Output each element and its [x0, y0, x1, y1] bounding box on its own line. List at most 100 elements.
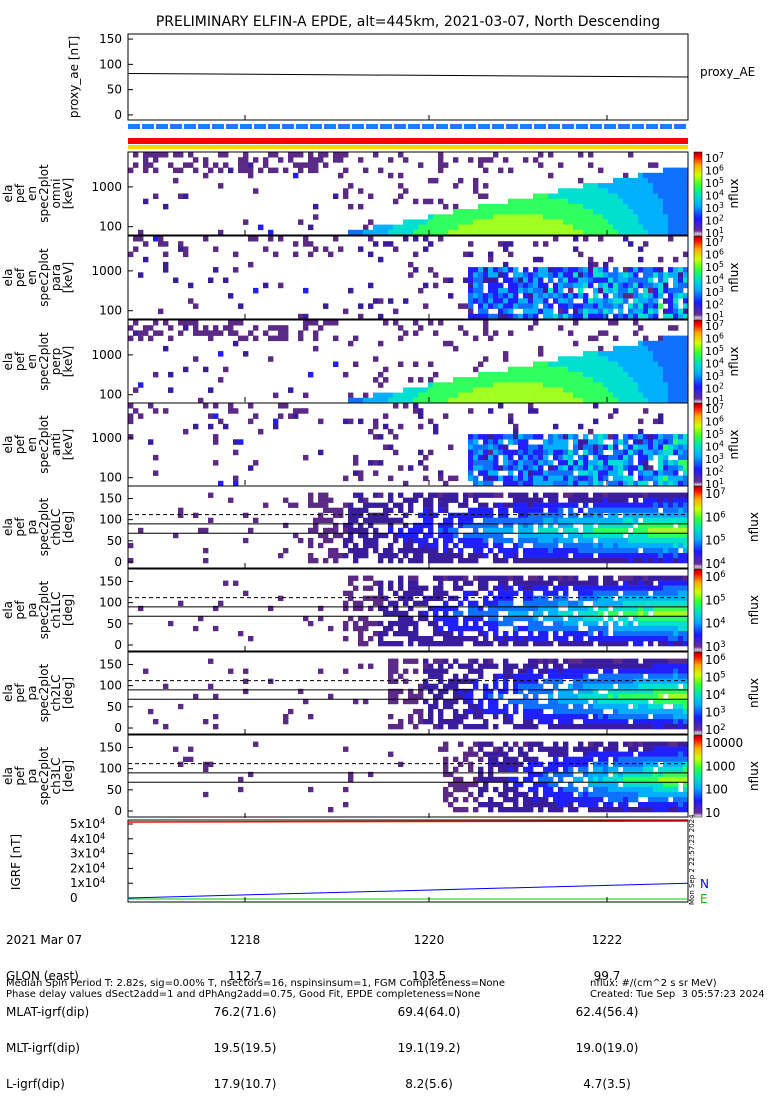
- spectrogram-cell: [593, 336, 598, 342]
- spectrogram-cell: [608, 298, 613, 304]
- spectrogram-cell: [653, 351, 658, 357]
- spectrogram-cell: [313, 330, 318, 336]
- spectrogram-cell: [668, 445, 673, 451]
- spectrogram-cell: [613, 460, 618, 466]
- pitch-angle-cell: [418, 528, 423, 533]
- spectrogram-cell: [498, 465, 503, 471]
- spectrogram-cell: [673, 219, 678, 225]
- pitch-angle-cell: [638, 694, 643, 699]
- pitch-angle-cell: [538, 684, 543, 689]
- pitch-angle-cell: [678, 714, 683, 719]
- spectrogram-cell: [673, 183, 678, 189]
- spectrogram-cell: [403, 398, 408, 404]
- pitch-angle-cell: [618, 631, 623, 636]
- pitch-angle-cell: [333, 548, 338, 553]
- spectrogram-cell: [443, 382, 448, 388]
- spectrogram-cell: [148, 336, 153, 342]
- spectrogram-cell: [588, 356, 593, 362]
- status-bar-blue-segment: [170, 124, 182, 129]
- spectrogram-cell: [473, 377, 478, 383]
- spectrogram-cell: [633, 293, 638, 299]
- pitch-angle-cell: [493, 596, 498, 601]
- spectrogram-cell: [453, 214, 458, 220]
- pitch-angle-cell: [493, 518, 498, 523]
- proxy-ae-ytick: 0: [114, 108, 122, 122]
- spectrogram-cell: [628, 183, 633, 189]
- spectrogram-cell: [203, 157, 208, 163]
- energy-ytick: 1000: [91, 264, 122, 278]
- spectrogram-cell: [498, 309, 503, 315]
- pitch-angle-cell: [588, 528, 593, 533]
- spectrogram-cell: [448, 293, 453, 299]
- spectrogram-cell: [603, 293, 608, 299]
- pitch-angle-cell: [543, 558, 548, 563]
- spectrogram-cell: [553, 225, 558, 231]
- spectrogram-cell: [503, 351, 508, 357]
- pitch-angle-cell: [623, 704, 628, 709]
- status-bar-blue-segment: [436, 124, 448, 129]
- pitch-angle-cell: [378, 518, 383, 523]
- pitch-angle-cell: [443, 611, 448, 616]
- spectrogram-cell: [628, 178, 633, 184]
- spectrogram-cell: [643, 465, 648, 471]
- spectrogram-cell: [543, 481, 548, 487]
- spectrogram-cell: [408, 219, 413, 225]
- pitch-angle-cell: [548, 503, 553, 508]
- spectrogram-cell: [448, 445, 453, 451]
- spectrogram-cell: [533, 377, 538, 383]
- spectrogram-cell: [623, 214, 628, 220]
- spectrogram-cell: [558, 445, 563, 451]
- pitch-angle-cell: [498, 508, 503, 513]
- pitch-angle-cell: [593, 659, 598, 664]
- pitch-angle-cell: [403, 659, 408, 664]
- energy-ylabel-word: [keV]: [61, 429, 75, 460]
- chart-title: PRELIMINARY ELFIN-A EPDE, alt=445km, 202…: [156, 14, 660, 30]
- pitch-angle-cell: [663, 719, 668, 724]
- spectrogram-cell: [488, 481, 493, 487]
- pitch-angle-cell: [663, 591, 668, 596]
- pitch-angle-cell: [503, 581, 508, 586]
- pitch-angle-cell: [523, 586, 528, 591]
- spectrogram-cell: [468, 214, 473, 220]
- spectrogram-cell: [473, 476, 478, 482]
- spectrogram-cell: [483, 476, 488, 482]
- pitch-angle-cell: [438, 659, 443, 664]
- spectrogram-cell: [493, 439, 498, 445]
- pitch-angle-cell: [678, 513, 683, 518]
- pitch-angle-cell: [633, 518, 638, 523]
- spectrogram-cell: [603, 382, 608, 388]
- spectrogram-cell: [613, 346, 618, 352]
- pitch-angle-cell: [308, 558, 313, 563]
- pitch-angle-cell: [513, 709, 518, 714]
- spectrogram-cell: [493, 330, 498, 336]
- pitch-angle-cell: [203, 558, 208, 563]
- pitch-angle-cell: [388, 518, 393, 523]
- pitch-angle-cell: [553, 709, 558, 714]
- spectrogram-cell: [238, 320, 243, 326]
- spectrogram-cell: [628, 293, 633, 299]
- spectrogram-cell: [608, 214, 613, 220]
- pitch-angle-cell: [538, 601, 543, 606]
- spectrogram-cell: [138, 336, 143, 342]
- spectrogram-cell: [648, 199, 653, 205]
- spectrogram-cell: [638, 398, 643, 404]
- spectrogram-cell: [663, 445, 668, 451]
- pitch-angle-cell: [328, 498, 333, 503]
- spectrogram-cell: [603, 209, 608, 215]
- spectrogram-cell: [133, 162, 138, 168]
- pitch-angle-cell: [248, 636, 253, 641]
- spectrogram-cell: [663, 272, 668, 278]
- pitch-angle-cell: [418, 591, 423, 596]
- pitch-angle-cell: [343, 538, 348, 543]
- spectrogram-cell: [498, 219, 503, 225]
- spectrogram-cell: [288, 157, 293, 163]
- spectrogram-cell: [313, 336, 318, 342]
- spectrogram-cell: [233, 450, 238, 456]
- spectrogram-cell: [268, 336, 273, 342]
- pitch-angle-cell: [518, 586, 523, 591]
- pitch-angle-cell: [383, 503, 388, 508]
- spectrogram-cell: [603, 283, 608, 289]
- spectrogram-cell: [608, 199, 613, 205]
- pitch-angle-cell: [518, 558, 523, 563]
